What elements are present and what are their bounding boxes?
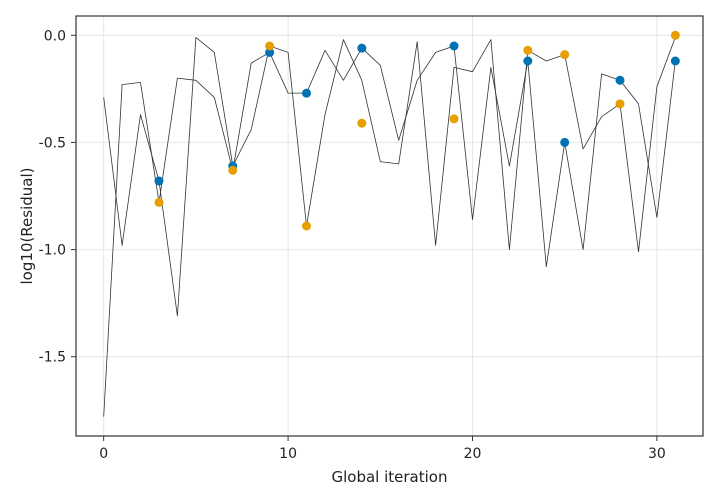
data-point [615,75,625,85]
data-point [154,176,164,186]
data-point [560,137,570,147]
data-point [615,99,625,109]
y-tick-label: 0.0 [44,28,66,44]
data-point [265,47,275,57]
scatter-points-layer [154,30,680,231]
data-point [560,50,570,60]
plot-area [76,16,703,436]
data-point [670,56,680,66]
x-tick-label: 30 [648,446,666,462]
data-point [357,118,367,128]
data-point [154,197,164,207]
y-tick-label: -1.5 [39,350,66,366]
data-point [265,41,275,51]
axis-ticks: 0 10 20 30 0.0 -0.5 -1.0 -1.5 [39,28,666,462]
data-point [302,88,312,98]
data-point [523,56,533,66]
y-tick-label: -0.5 [39,135,66,151]
data-point [302,221,312,231]
x-axis-label: Global iteration [332,468,448,486]
x-tick-label: 20 [464,446,482,462]
y-axis-label: log10(Residual) [18,167,36,284]
x-tick-label: 10 [279,446,297,462]
y-tick-label: -1.0 [39,243,66,259]
data-point [228,165,238,175]
data-point [449,114,459,124]
x-tick-label: 0 [99,446,108,462]
data-point [449,41,459,51]
line-series-layer [103,37,676,417]
data-point [670,30,680,40]
plot-frame [75,15,704,437]
residual-line [103,37,676,317]
residual-line [103,45,676,417]
data-point [357,43,367,53]
data-point [523,45,533,55]
